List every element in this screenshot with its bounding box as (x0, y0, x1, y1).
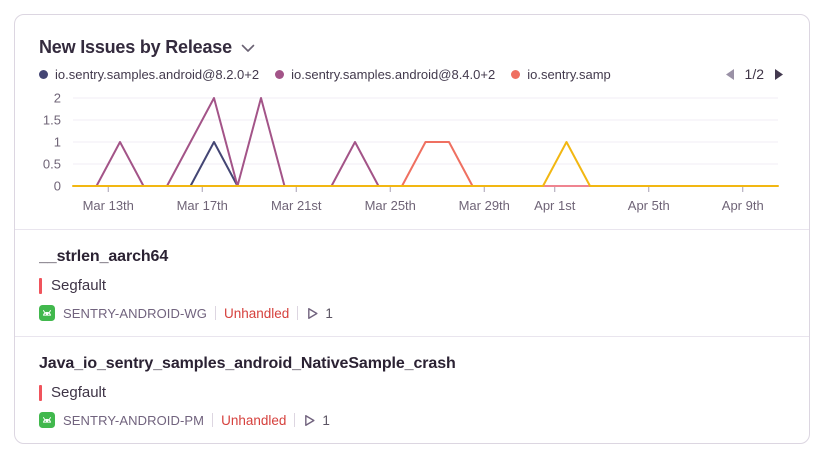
svg-text:2: 2 (54, 91, 61, 106)
widget-header: New Issues by Release io.sentry.samples.… (15, 15, 809, 83)
issue-title[interactable]: __strlen_aarch64 (39, 248, 169, 265)
legend-label: io.sentry.samples.android@8.2.0+2 (55, 66, 260, 82)
meta-separator (297, 306, 299, 320)
issue-row[interactable]: Java_io_sentry_samples_android_NativeSam… (15, 336, 809, 443)
svg-text:Mar 29th: Mar 29th (459, 198, 510, 213)
play-count-icon (305, 414, 315, 426)
widget-title[interactable]: New Issues by Release (39, 36, 232, 57)
unhandled-badge: Unhandled (224, 305, 290, 321)
project-slug: SENTRY-ANDROID-WG (63, 305, 207, 321)
issue-meta: SENTRY-ANDROID-PM Unhandled 1 (39, 411, 785, 429)
unhandled-badge: Unhandled (221, 412, 287, 428)
svg-text:Apr 9th: Apr 9th (722, 198, 764, 213)
legend-label: io.sentry.samp (527, 66, 611, 82)
legend-item-release-2[interactable]: io.sentry.samples.android@8.4.0+2 (275, 67, 495, 82)
svg-text:Mar 17th: Mar 17th (177, 198, 228, 213)
issue-type-bar (39, 278, 42, 294)
legend-dot (511, 69, 521, 79)
svg-text:Mar 21st: Mar 21st (271, 198, 322, 213)
issue-meta: SENTRY-ANDROID-WG Unhandled 1 (39, 304, 785, 322)
legend-item-release-1[interactable]: io.sentry.samples.android@8.2.0+2 (39, 67, 259, 82)
svg-text:Mar 25th: Mar 25th (365, 198, 416, 213)
new-issues-widget-card: New Issues by Release io.sentry.samples.… (14, 14, 810, 444)
svg-text:Apr 1st: Apr 1st (534, 198, 576, 213)
event-count-group[interactable]: 1 (303, 413, 330, 428)
android-platform-icon (39, 412, 55, 428)
svg-text:0.5: 0.5 (43, 157, 61, 172)
event-count: 1 (325, 305, 333, 321)
play-count-icon (308, 307, 318, 319)
issue-type: Segfault (39, 276, 785, 296)
issue-title[interactable]: Java_io_sentry_samples_android_NativeSam… (39, 355, 456, 372)
legend-pager: 1/2 (724, 66, 785, 82)
svg-text:1.5: 1.5 (43, 113, 61, 128)
svg-text:1: 1 (54, 135, 61, 150)
issue-type-label: Segfault (51, 384, 107, 401)
meta-separator (212, 413, 214, 427)
meta-separator (294, 413, 296, 427)
legend-dot (39, 69, 48, 79)
legend-next-icon[interactable] (774, 68, 785, 81)
legend-prev-icon[interactable] (724, 68, 735, 81)
new-issues-by-release-chart[interactable]: 0 0.5 1 1.5 2 Mar 13th Mar 17th Mar 21st Mar 25t… (15, 91, 809, 223)
chevron-down-icon[interactable] (241, 44, 255, 53)
legend-dot (275, 69, 285, 79)
chart-legend: io.sentry.samples.android@8.2.0+2 io.sen… (39, 65, 785, 83)
svg-text:Mar 13th: Mar 13th (83, 198, 134, 213)
svg-text:0: 0 (54, 179, 61, 194)
legend-item-release-3[interactable]: io.sentry.samp (511, 67, 611, 82)
legend-label: io.sentry.samples.android@8.4.0+2 (291, 66, 496, 82)
event-count: 1 (322, 412, 330, 428)
svg-text:Apr 5th: Apr 5th (628, 198, 670, 213)
event-count-group[interactable]: 1 (306, 306, 333, 321)
meta-separator (215, 306, 216, 320)
issue-type: Segfault (39, 383, 785, 403)
issue-row[interactable]: __strlen_aarch64 Segfault SENTRY-ANDROID… (15, 229, 809, 336)
issue-type-label: Segfault (51, 277, 107, 294)
legend-page-indicator: 1/2 (744, 66, 764, 82)
issue-type-bar (39, 385, 42, 401)
project-slug: SENTRY-ANDROID-PM (63, 412, 205, 428)
android-platform-icon (39, 305, 55, 321)
issue-list: __strlen_aarch64 Segfault SENTRY-ANDROID… (15, 229, 809, 443)
